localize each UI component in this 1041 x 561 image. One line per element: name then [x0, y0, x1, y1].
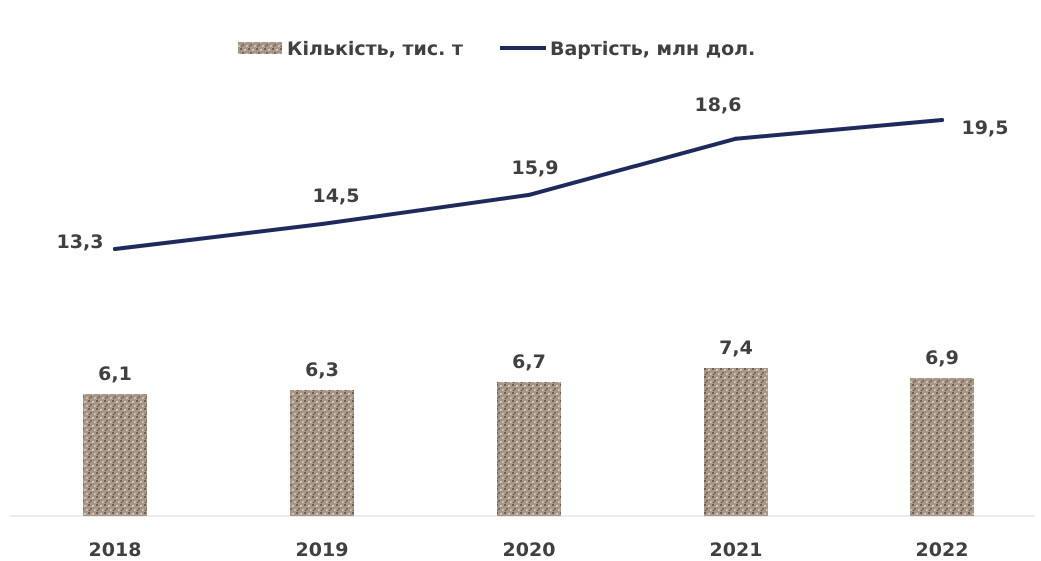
line-label-2020: 15,9	[512, 157, 559, 179]
line-label-2019: 14,5	[313, 185, 360, 207]
bar-label-2020: 6,7	[512, 351, 546, 373]
line-point-2018	[113, 247, 117, 251]
line-point-2021	[734, 136, 738, 141]
bar-2018	[83, 394, 147, 516]
bar-2020	[497, 382, 561, 516]
line-series-value	[113, 118, 944, 251]
legend-label-bar: Кількість, тис. т	[287, 38, 463, 60]
bar-label-2021: 7,4	[719, 337, 753, 359]
legend-label-line: Вартість, млн дол.	[550, 38, 755, 60]
bar-2022	[910, 378, 974, 516]
bar-label-2018: 6,1	[98, 363, 132, 385]
line-point-2020	[527, 192, 531, 197]
x-tick-2021: 2021	[710, 539, 763, 561]
legend-swatch-bar	[238, 42, 282, 54]
bar-2021	[704, 368, 768, 516]
bar-label-2022: 6,9	[925, 347, 959, 369]
line-label-2022: 19,5	[962, 117, 1009, 139]
x-tick-2019: 2019	[296, 539, 349, 561]
x-tick-2018: 2018	[89, 539, 142, 561]
line-label-2021: 18,6	[695, 94, 742, 116]
legend: Кількість, тис. т Вартість, млн дол.	[238, 38, 755, 60]
bar-label-2019: 6,3	[305, 359, 339, 381]
x-tick-2022: 2022	[916, 539, 969, 561]
line-label-2018: 13,3	[57, 231, 104, 253]
line-point-2019	[320, 222, 324, 227]
line-point-2022	[940, 118, 944, 122]
bar-2019	[290, 390, 354, 516]
plot-area: 6,1 6,3 6,7 7,4 6,9 13,3 14,5 15,9 18,6 19,5 2018 2…	[10, 94, 1035, 561]
x-tick-2020: 2020	[503, 539, 556, 561]
